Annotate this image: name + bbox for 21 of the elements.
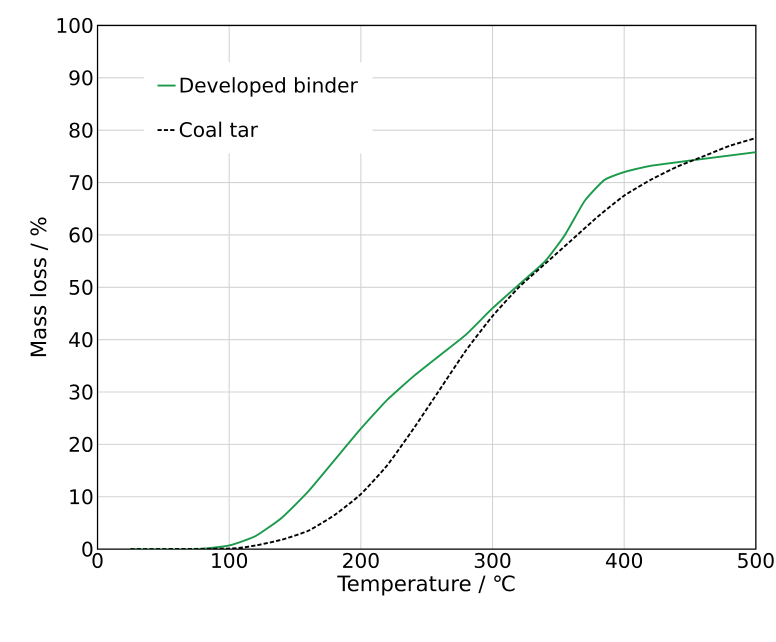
x-tick-label: 100 [212,552,248,568]
legend-label: Developed binder [180,76,358,96]
x-tick-label: 500 [738,552,774,568]
y-tick-label: 20 [70,436,92,452]
y-tick-label: 0 [82,541,92,557]
y-tick-label: 80 [70,122,92,138]
legend-label: Coal tar [180,121,258,137]
x-tick-label: 0 [92,552,103,568]
y-tick-label: 10 [70,488,92,504]
x-tick-label: 400 [606,552,642,568]
y-tick-label: 90 [69,70,92,86]
y-tick-label: 60 [70,227,92,242]
y-tick-label: 70 [70,174,92,190]
y-tick-label: 100 [58,18,92,33]
y-axis-title: Mass loss / % [30,217,48,356]
x-tick-label: 300 [474,552,510,568]
y-tick-label: 40 [69,332,92,348]
x-axis-title: Temperature / ℃ [337,575,515,596]
y-tick-label: 30 [70,384,92,400]
x-tick-label: 200 [343,552,379,568]
y-tick-label: 50 [70,279,92,295]
